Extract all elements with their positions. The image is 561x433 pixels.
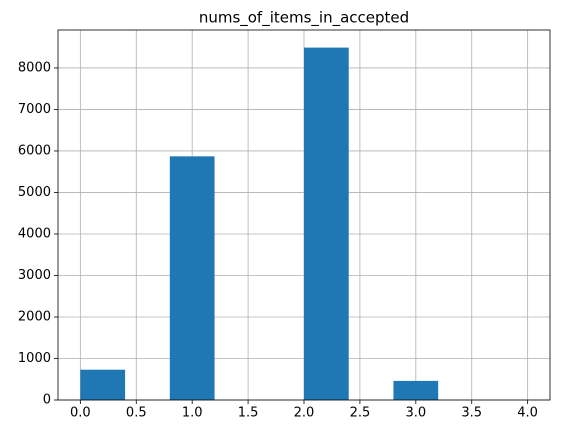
bar [169, 156, 215, 400]
x-tick-label: 1.0 [182, 406, 203, 421]
x-tick-label: 0.5 [126, 406, 147, 421]
bar [393, 380, 439, 400]
y-tick-label: 7000 [18, 102, 51, 117]
x-tick-label: 4.0 [517, 406, 538, 421]
x-tick-label: 2.0 [294, 406, 315, 421]
chart-title: nums_of_items_in_accepted [199, 9, 409, 28]
x-tick-label: 3.0 [405, 406, 426, 421]
bar [304, 47, 349, 401]
x-tick-label: 2.5 [350, 406, 371, 421]
y-tick-label: 3000 [18, 268, 51, 283]
x-tick-label: 3.5 [461, 406, 482, 421]
x-tick-label: 1.5 [238, 406, 259, 421]
y-tick-label: 0 [43, 393, 51, 408]
axes-frame [57, 29, 551, 401]
y-tick-label: 5000 [18, 185, 51, 200]
bar [80, 369, 126, 400]
y-tick-label: 8000 [18, 60, 51, 75]
y-tick-label: 4000 [18, 226, 51, 241]
y-tick-label: 6000 [18, 143, 51, 158]
x-tick-label: 0.0 [70, 406, 91, 421]
y-tick-label: 1000 [18, 351, 51, 366]
y-tick-label: 2000 [18, 309, 51, 324]
